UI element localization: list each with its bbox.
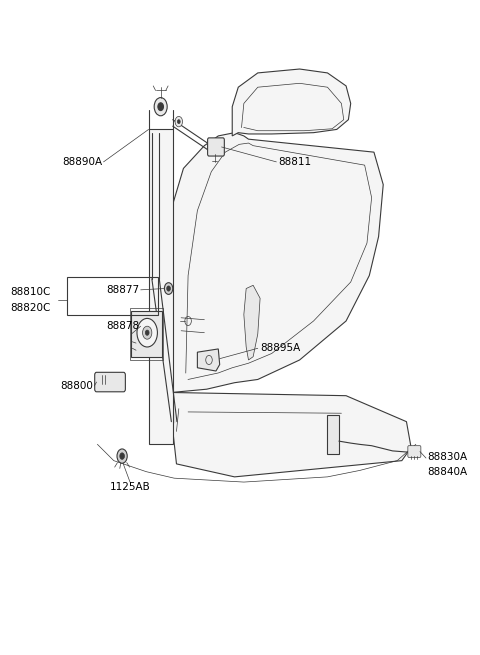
Polygon shape bbox=[197, 349, 220, 371]
FancyBboxPatch shape bbox=[208, 138, 224, 156]
Circle shape bbox=[154, 98, 167, 116]
Bar bbox=[327, 415, 339, 454]
Polygon shape bbox=[169, 133, 383, 392]
Text: 88878: 88878 bbox=[106, 321, 139, 331]
Text: 1125AB: 1125AB bbox=[109, 481, 150, 492]
Text: 88811: 88811 bbox=[279, 157, 312, 167]
Circle shape bbox=[117, 449, 127, 463]
Polygon shape bbox=[244, 286, 260, 360]
Circle shape bbox=[145, 330, 149, 335]
Bar bbox=[149, 130, 173, 444]
Text: 88840A: 88840A bbox=[427, 466, 468, 477]
Circle shape bbox=[158, 103, 164, 111]
Circle shape bbox=[175, 117, 182, 127]
Bar bbox=[132, 311, 162, 357]
Bar bbox=[130, 308, 164, 360]
Circle shape bbox=[167, 286, 170, 291]
Circle shape bbox=[137, 318, 157, 347]
Polygon shape bbox=[165, 392, 411, 477]
Circle shape bbox=[164, 283, 173, 294]
Circle shape bbox=[143, 326, 152, 339]
Text: 88800: 88800 bbox=[60, 381, 93, 391]
Text: 88810C: 88810C bbox=[11, 287, 51, 297]
Text: 88830A: 88830A bbox=[427, 453, 468, 462]
Circle shape bbox=[178, 120, 180, 124]
Text: 88877: 88877 bbox=[106, 285, 139, 295]
Polygon shape bbox=[232, 69, 351, 136]
Text: 88890A: 88890A bbox=[62, 157, 102, 167]
Circle shape bbox=[120, 453, 124, 459]
FancyBboxPatch shape bbox=[408, 445, 421, 457]
FancyBboxPatch shape bbox=[95, 372, 125, 392]
Bar bbox=[67, 277, 158, 314]
Text: 88895A: 88895A bbox=[260, 343, 300, 353]
Text: 88820C: 88820C bbox=[11, 303, 51, 313]
